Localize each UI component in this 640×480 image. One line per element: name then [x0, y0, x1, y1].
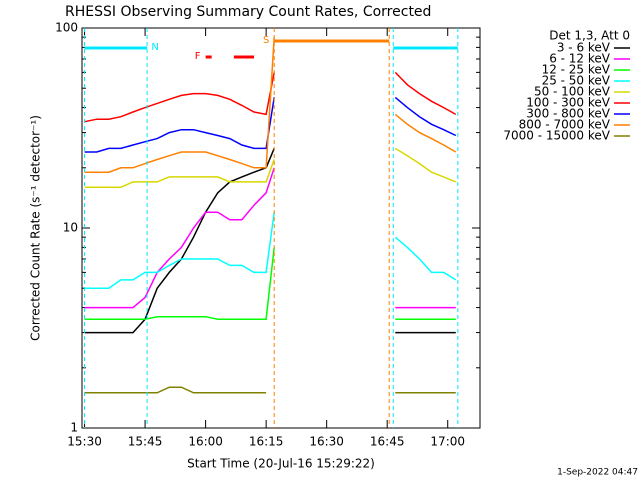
series-line: [394, 113, 457, 153]
annotation-label: F: [195, 51, 201, 62]
x-tick-label: 16:15: [249, 435, 284, 449]
x-tick-label: 16:30: [309, 435, 344, 449]
series-line: [394, 236, 457, 281]
y-tick-label: 100: [55, 21, 78, 35]
series-line: [84, 167, 275, 309]
series-line: [84, 247, 275, 320]
series-line: [394, 147, 457, 183]
series-line: [84, 72, 275, 123]
series-line: [84, 212, 275, 289]
series-line: [394, 96, 457, 137]
series-line: [394, 71, 457, 116]
legend-label: 12 - 25 keV: [542, 63, 611, 77]
chart-title: RHESSI Observing Summary Count Rates, Co…: [65, 4, 431, 20]
x-tick-label: 15:30: [67, 435, 102, 449]
y-tick-label: 1: [70, 421, 78, 435]
legend-label: 50 - 100 keV: [534, 85, 611, 99]
legend-label: 300 - 800 keV: [526, 107, 610, 121]
legend-label: 6 - 12 keV: [549, 52, 611, 66]
x-tick-label: 16:00: [188, 435, 223, 449]
legend-label: 800 - 7000 keV: [519, 118, 611, 132]
series-line: [84, 386, 267, 394]
series-line: [84, 37, 275, 173]
annotation-label: N: [151, 42, 158, 53]
series-line: [84, 97, 275, 153]
series-line: [84, 159, 275, 188]
annotation-label: S: [263, 35, 269, 46]
x-tick-label: 15:45: [128, 435, 163, 449]
legend-label: 3 - 6 keV: [557, 41, 611, 55]
series-line: [84, 148, 275, 334]
y-axis-label: Corrected Count Rate (s⁻¹ detector⁻¹): [29, 115, 43, 341]
legend-label: 7000 - 15000 keV: [503, 129, 610, 143]
footer: 1-Sep-2022 04:47: [557, 468, 638, 478]
x-tick-label: 16:45: [370, 435, 405, 449]
plot-frame: [81, 27, 481, 429]
legend-title: Det 1,3, Att 0: [549, 29, 630, 43]
y-tick-label: 10: [63, 221, 78, 235]
legend-label: 25 - 50 keV: [542, 74, 611, 88]
x-tick-label: 17:00: [430, 435, 465, 449]
x-axis-label: Start Time (20-Jul-16 15:29:22): [187, 457, 375, 471]
legend-label: 100 - 300 keV: [526, 96, 610, 110]
